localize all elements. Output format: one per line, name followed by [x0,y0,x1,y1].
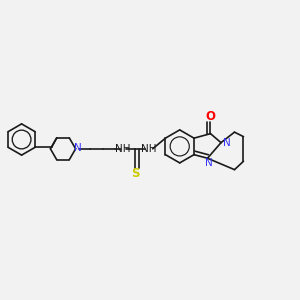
Text: N: N [223,138,230,148]
Text: O: O [206,110,215,123]
Text: N: N [205,158,213,168]
Text: N: N [74,143,82,153]
Text: NH: NH [141,144,157,154]
Text: NH: NH [115,144,130,154]
Text: S: S [131,167,140,180]
